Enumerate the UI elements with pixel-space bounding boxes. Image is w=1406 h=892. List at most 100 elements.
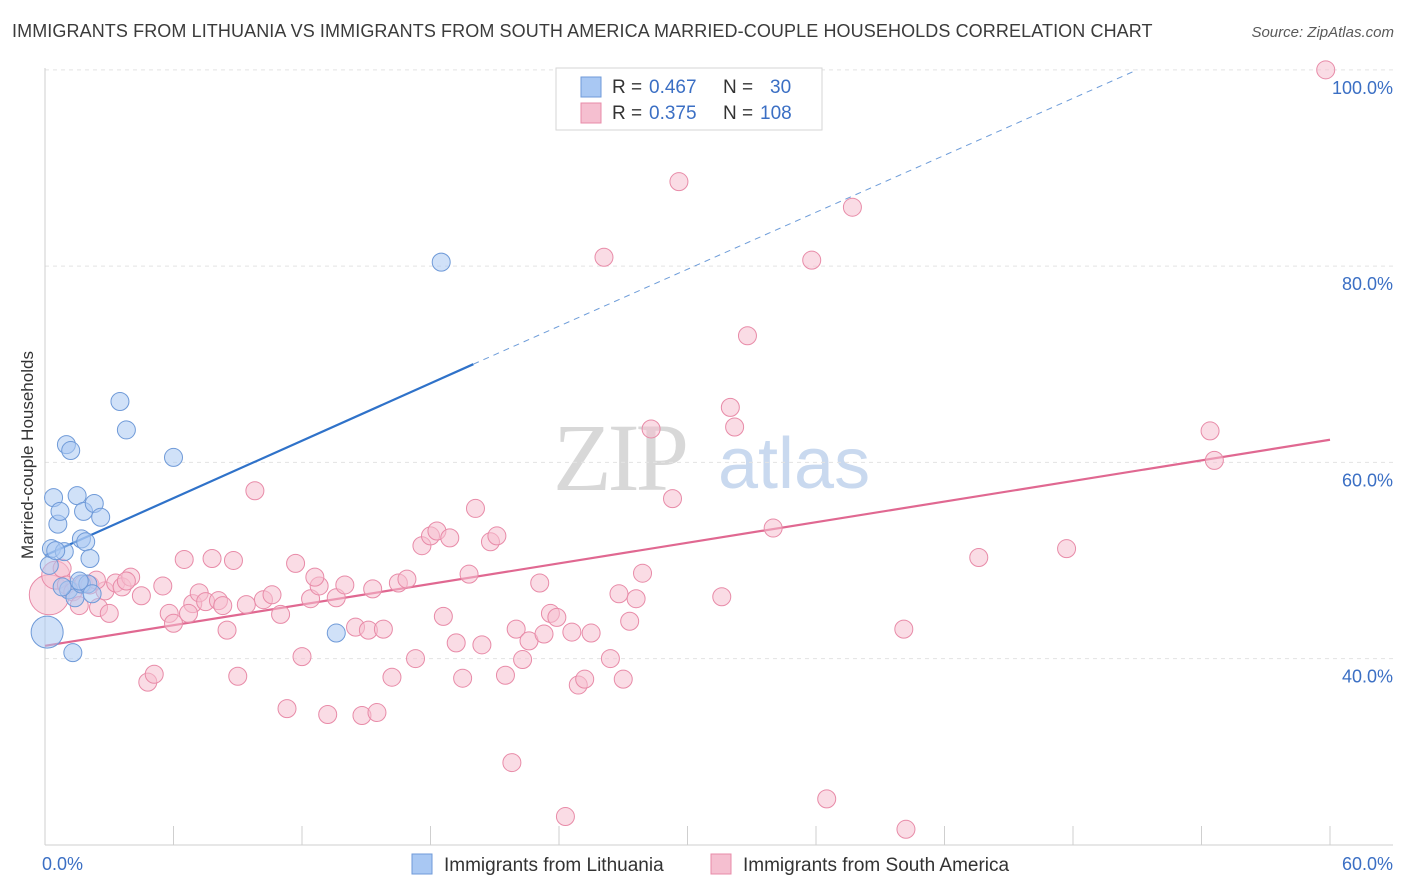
point-southamerica-94 [894, 619, 914, 639]
point-southamerica-36 [292, 647, 312, 667]
point-southamerica-63 [502, 753, 522, 773]
point-southamerica-29 [236, 595, 256, 615]
y-axis-label: Married-couple Households [18, 351, 37, 559]
point-lithuania-29 [69, 571, 89, 591]
point-southamerica-76 [594, 247, 614, 267]
y-tick-label-0: 40.0% [1342, 667, 1393, 687]
point-southamerica-83 [663, 489, 683, 509]
point-lithuania-8 [61, 441, 81, 461]
trend-lines [44, 69, 1331, 647]
point-southamerica-71 [555, 807, 575, 827]
point-southamerica-14 [131, 586, 151, 606]
point-southamerica-30 [245, 481, 265, 501]
chart-title: IMMIGRANTS FROM LITHUANIA VS IMMIGRANTS … [12, 21, 1153, 41]
point-southamerica-33 [271, 604, 291, 624]
point-southamerica-65 [513, 650, 533, 670]
point-southamerica-93 [896, 819, 916, 839]
point-lithuania-22 [110, 391, 130, 411]
source-credit: Source: ZipAtlas.com [1251, 24, 1394, 41]
point-southamerica-54 [433, 606, 453, 626]
point-southamerica-98 [1204, 450, 1224, 470]
point-southamerica-32 [262, 585, 282, 605]
point-lithuania-26 [431, 252, 451, 272]
point-southamerica-87 [725, 417, 745, 437]
point-southamerica-39 [318, 704, 338, 724]
x-tick-labels: 0.0% 60.0% [42, 854, 1393, 874]
point-southamerica-81 [633, 563, 653, 583]
legend-bottom: Immigrants from Lithuania Immigrants fro… [411, 853, 1010, 876]
point-lithuania-27 [46, 541, 66, 561]
point-southamerica-56 [446, 633, 466, 653]
point-southamerica-64 [506, 619, 526, 639]
point-southamerica-99 [1316, 60, 1336, 80]
point-southamerica-90 [802, 250, 822, 270]
point-southamerica-19 [164, 613, 183, 633]
legend-n-label-southamerica: N = [723, 103, 753, 124]
point-southamerica-86 [720, 397, 740, 417]
point-southamerica-45 [367, 703, 387, 723]
point-southamerica-77 [600, 649, 620, 669]
point-southamerica-26 [217, 620, 237, 640]
point-southamerica-106 [609, 584, 629, 604]
point-southamerica-46 [373, 619, 393, 639]
bottom-legend-swatch-southamerica [710, 853, 732, 875]
point-southamerica-55 [440, 528, 460, 548]
point-southamerica-58 [465, 498, 485, 518]
legend-r-label-lithuania: R = [612, 77, 642, 98]
point-lithuania-23 [116, 420, 136, 440]
point-southamerica-102 [213, 596, 233, 616]
point-southamerica-20 [174, 549, 194, 569]
trend-line-southamerica [44, 438, 1331, 647]
legend-r-label-southamerica: R = [612, 103, 642, 124]
point-lithuania-19 [82, 584, 102, 604]
point-lithuania-21 [91, 507, 111, 527]
x-tick-label-1: 60.0% [1342, 854, 1393, 874]
point-southamerica-57 [453, 668, 473, 688]
point-southamerica-49 [397, 569, 417, 589]
point-southamerica-95 [969, 547, 989, 567]
legend-r-value-southamerica: 0.375 [649, 103, 697, 124]
legend-n-value-southamerica: 108 [760, 103, 792, 124]
axes [44, 68, 1393, 846]
legend-n-value-lithuania: 30 [770, 77, 791, 98]
point-southamerica-96 [1057, 539, 1077, 559]
point-southamerica-16 [144, 664, 164, 684]
point-southamerica-70 [547, 607, 567, 627]
point-southamerica-101 [116, 571, 136, 591]
point-southamerica-41 [335, 575, 355, 595]
y-tick-label-1: 60.0% [1342, 470, 1393, 490]
point-southamerica-47 [382, 667, 402, 687]
legend-swatch-lithuania [580, 76, 602, 98]
point-southamerica-79 [620, 611, 640, 631]
point-southamerica-74 [575, 669, 595, 689]
bottom-legend-swatch-lithuania [411, 853, 433, 875]
point-southamerica-104 [363, 579, 383, 599]
point-southamerica-105 [459, 564, 479, 584]
point-southamerica-27 [223, 550, 243, 570]
point-southamerica-59 [472, 635, 492, 655]
point-southamerica-89 [763, 518, 783, 538]
point-southamerica-84 [669, 172, 689, 192]
x-tick-label-0: 0.0% [42, 854, 83, 874]
legend-swatch-southamerica [580, 102, 602, 124]
trend-line-lithuania-extension [473, 69, 1138, 365]
data-points [28, 60, 1336, 839]
point-southamerica-75 [581, 623, 601, 643]
point-southamerica-103 [305, 567, 325, 587]
point-southamerica-50 [406, 649, 426, 669]
bottom-legend-label-lithuania: Immigrants from Lithuania [444, 855, 664, 876]
grid [45, 69, 1393, 660]
point-lithuania-28 [52, 577, 72, 597]
point-southamerica-68 [534, 624, 554, 644]
point-southamerica-85 [712, 587, 732, 607]
point-southamerica-35 [286, 553, 306, 573]
point-lithuania-10 [63, 643, 83, 663]
point-southamerica-82 [641, 419, 661, 439]
point-lithuania-16 [76, 532, 96, 552]
point-southamerica-91 [817, 789, 837, 809]
point-southamerica-67 [530, 573, 550, 593]
point-southamerica-80 [626, 589, 646, 609]
watermark: ZIP atlas [553, 404, 870, 511]
point-southamerica-88 [737, 326, 757, 346]
